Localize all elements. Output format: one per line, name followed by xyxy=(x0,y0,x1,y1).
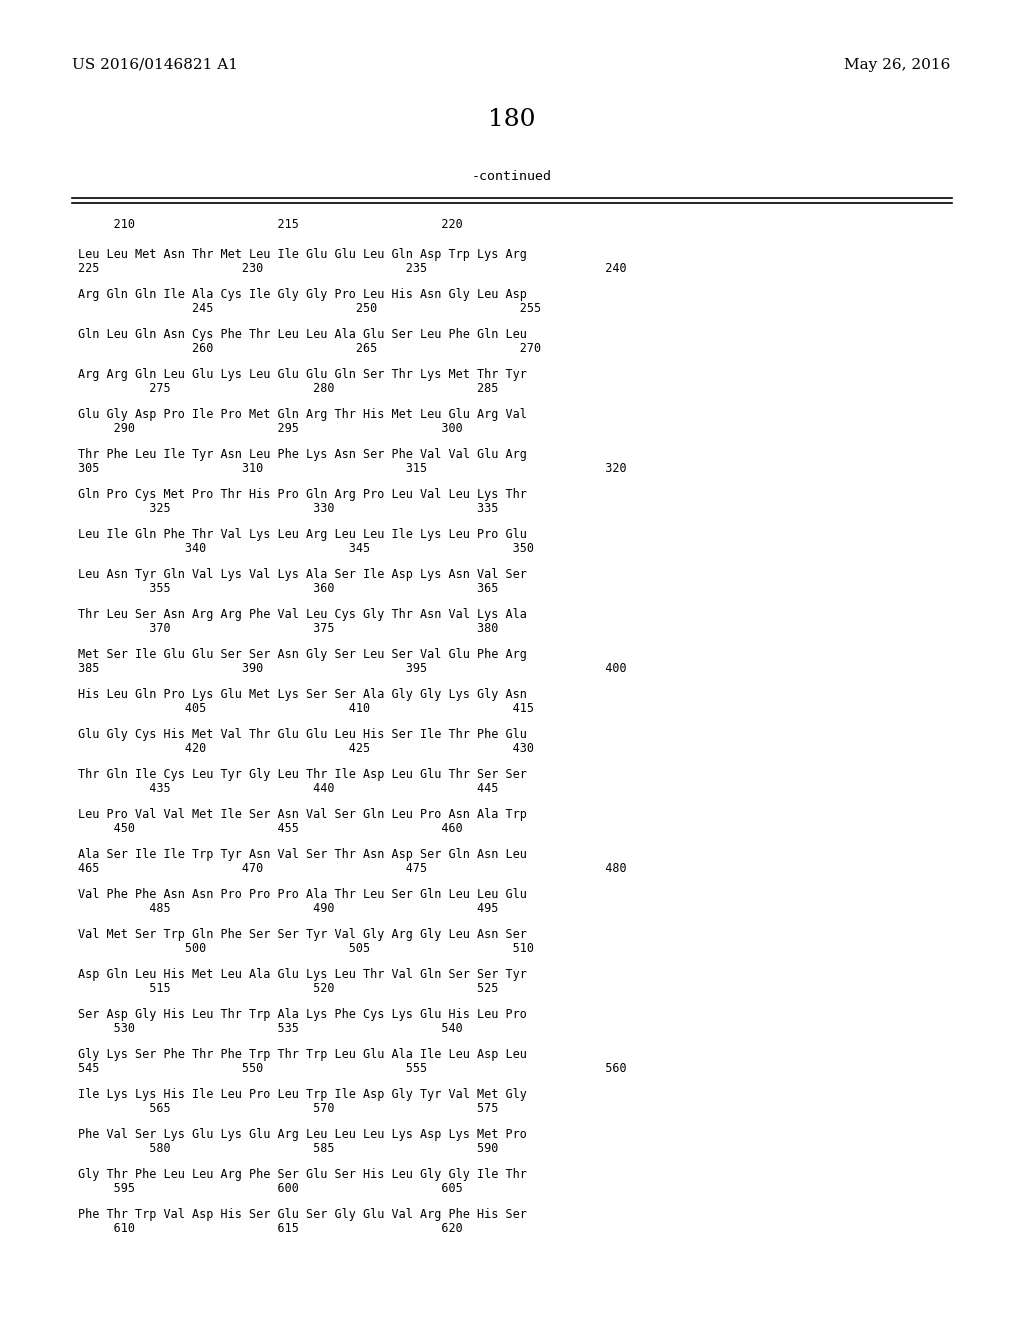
Text: Gly Lys Ser Phe Thr Phe Trp Thr Trp Leu Glu Ala Ile Leu Asp Leu: Gly Lys Ser Phe Thr Phe Trp Thr Trp Leu … xyxy=(78,1048,527,1061)
Text: 355                    360                    365: 355 360 365 xyxy=(78,582,499,594)
Text: Leu Leu Met Asn Thr Met Leu Ile Glu Glu Leu Gln Asp Trp Lys Arg: Leu Leu Met Asn Thr Met Leu Ile Glu Glu … xyxy=(78,248,527,261)
Text: Leu Asn Tyr Gln Val Lys Val Lys Ala Ser Ile Asp Lys Asn Val Ser: Leu Asn Tyr Gln Val Lys Val Lys Ala Ser … xyxy=(78,568,527,581)
Text: 180: 180 xyxy=(488,108,536,131)
Text: 225                    230                    235                         240: 225 230 235 240 xyxy=(78,261,627,275)
Text: Ile Lys Lys His Ile Leu Pro Leu Trp Ile Asp Gly Tyr Val Met Gly: Ile Lys Lys His Ile Leu Pro Leu Trp Ile … xyxy=(78,1088,527,1101)
Text: Glu Gly Asp Pro Ile Pro Met Gln Arg Thr His Met Leu Glu Arg Val: Glu Gly Asp Pro Ile Pro Met Gln Arg Thr … xyxy=(78,408,527,421)
Text: Phe Val Ser Lys Glu Lys Glu Arg Leu Leu Leu Lys Asp Lys Met Pro: Phe Val Ser Lys Glu Lys Glu Arg Leu Leu … xyxy=(78,1129,527,1140)
Text: 325                    330                    335: 325 330 335 xyxy=(78,502,499,515)
Text: 305                    310                    315                         320: 305 310 315 320 xyxy=(78,462,627,474)
Text: Thr Phe Leu Ile Tyr Asn Leu Phe Lys Asn Ser Phe Val Val Glu Arg: Thr Phe Leu Ile Tyr Asn Leu Phe Lys Asn … xyxy=(78,447,527,461)
Text: May 26, 2016: May 26, 2016 xyxy=(844,58,950,73)
Text: 245                    250                    255: 245 250 255 xyxy=(78,301,541,314)
Text: Val Phe Phe Asn Asn Pro Pro Pro Ala Thr Leu Ser Gln Leu Leu Glu: Val Phe Phe Asn Asn Pro Pro Pro Ala Thr … xyxy=(78,888,527,902)
Text: Asp Gln Leu His Met Leu Ala Glu Lys Leu Thr Val Gln Ser Ser Tyr: Asp Gln Leu His Met Leu Ala Glu Lys Leu … xyxy=(78,968,527,981)
Text: 340                    345                    350: 340 345 350 xyxy=(78,541,534,554)
Text: 545                    550                    555                         560: 545 550 555 560 xyxy=(78,1061,627,1074)
Text: 595                    600                    605: 595 600 605 xyxy=(78,1181,463,1195)
Text: 370                    375                    380: 370 375 380 xyxy=(78,622,499,635)
Text: Met Ser Ile Glu Glu Ser Ser Asn Gly Ser Leu Ser Val Glu Phe Arg: Met Ser Ile Glu Glu Ser Ser Asn Gly Ser … xyxy=(78,648,527,661)
Text: Leu Pro Val Val Met Ile Ser Asn Val Ser Gln Leu Pro Asn Ala Trp: Leu Pro Val Val Met Ile Ser Asn Val Ser … xyxy=(78,808,527,821)
Text: 500                    505                    510: 500 505 510 xyxy=(78,941,534,954)
Text: 485                    490                    495: 485 490 495 xyxy=(78,902,499,915)
Text: 465                    470                    475                         480: 465 470 475 480 xyxy=(78,862,627,874)
Text: 405                    410                    415: 405 410 415 xyxy=(78,701,534,714)
Text: 260                    265                    270: 260 265 270 xyxy=(78,342,541,355)
Text: Gln Pro Cys Met Pro Thr His Pro Gln Arg Pro Leu Val Leu Lys Thr: Gln Pro Cys Met Pro Thr His Pro Gln Arg … xyxy=(78,488,527,502)
Text: 450                    455                    460: 450 455 460 xyxy=(78,821,463,834)
Text: 210                    215                    220: 210 215 220 xyxy=(78,218,463,231)
Text: 565                    570                    575: 565 570 575 xyxy=(78,1101,499,1114)
Text: -continued: -continued xyxy=(472,170,552,183)
Text: 290                    295                    300: 290 295 300 xyxy=(78,421,463,434)
Text: Thr Leu Ser Asn Arg Arg Phe Val Leu Cys Gly Thr Asn Val Lys Ala: Thr Leu Ser Asn Arg Arg Phe Val Leu Cys … xyxy=(78,609,527,620)
Text: 420                    425                    430: 420 425 430 xyxy=(78,742,534,755)
Text: 610                    615                    620: 610 615 620 xyxy=(78,1221,463,1234)
Text: 580                    585                    590: 580 585 590 xyxy=(78,1142,499,1155)
Text: Phe Thr Trp Val Asp His Ser Glu Ser Gly Glu Val Arg Phe His Ser: Phe Thr Trp Val Asp His Ser Glu Ser Gly … xyxy=(78,1208,527,1221)
Text: Arg Arg Gln Leu Glu Lys Leu Glu Glu Gln Ser Thr Lys Met Thr Tyr: Arg Arg Gln Leu Glu Lys Leu Glu Glu Gln … xyxy=(78,368,527,381)
Text: Leu Ile Gln Phe Thr Val Lys Leu Arg Leu Leu Ile Lys Leu Pro Glu: Leu Ile Gln Phe Thr Val Lys Leu Arg Leu … xyxy=(78,528,527,541)
Text: 530                    535                    540: 530 535 540 xyxy=(78,1022,463,1035)
Text: 515                    520                    525: 515 520 525 xyxy=(78,982,499,994)
Text: 385                    390                    395                         400: 385 390 395 400 xyxy=(78,661,627,675)
Text: Thr Gln Ile Cys Leu Tyr Gly Leu Thr Ile Asp Leu Glu Thr Ser Ser: Thr Gln Ile Cys Leu Tyr Gly Leu Thr Ile … xyxy=(78,768,527,781)
Text: Ser Asp Gly His Leu Thr Trp Ala Lys Phe Cys Lys Glu His Leu Pro: Ser Asp Gly His Leu Thr Trp Ala Lys Phe … xyxy=(78,1008,527,1020)
Text: 275                    280                    285: 275 280 285 xyxy=(78,381,499,395)
Text: Val Met Ser Trp Gln Phe Ser Ser Tyr Val Gly Arg Gly Leu Asn Ser: Val Met Ser Trp Gln Phe Ser Ser Tyr Val … xyxy=(78,928,527,941)
Text: Ala Ser Ile Ile Trp Tyr Asn Val Ser Thr Asn Asp Ser Gln Asn Leu: Ala Ser Ile Ile Trp Tyr Asn Val Ser Thr … xyxy=(78,847,527,861)
Text: Glu Gly Cys His Met Val Thr Glu Glu Leu His Ser Ile Thr Phe Glu: Glu Gly Cys His Met Val Thr Glu Glu Leu … xyxy=(78,729,527,741)
Text: Gln Leu Gln Asn Cys Phe Thr Leu Leu Ala Glu Ser Leu Phe Gln Leu: Gln Leu Gln Asn Cys Phe Thr Leu Leu Ala … xyxy=(78,327,527,341)
Text: Gly Thr Phe Leu Leu Arg Phe Ser Glu Ser His Leu Gly Gly Ile Thr: Gly Thr Phe Leu Leu Arg Phe Ser Glu Ser … xyxy=(78,1168,527,1181)
Text: Arg Gln Gln Ile Ala Cys Ile Gly Gly Pro Leu His Asn Gly Leu Asp: Arg Gln Gln Ile Ala Cys Ile Gly Gly Pro … xyxy=(78,288,527,301)
Text: US 2016/0146821 A1: US 2016/0146821 A1 xyxy=(72,58,238,73)
Text: His Leu Gln Pro Lys Glu Met Lys Ser Ser Ala Gly Gly Lys Gly Asn: His Leu Gln Pro Lys Glu Met Lys Ser Ser … xyxy=(78,688,527,701)
Text: 435                    440                    445: 435 440 445 xyxy=(78,781,499,795)
